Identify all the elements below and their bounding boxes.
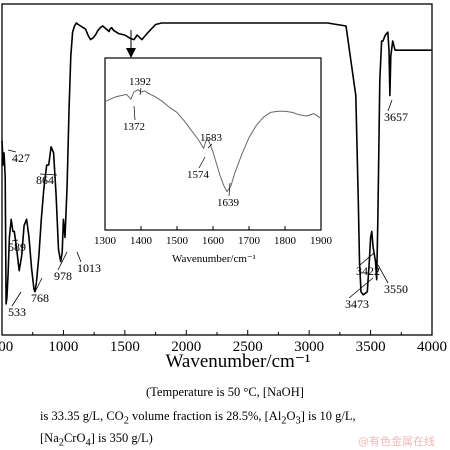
inset-annotation-leader	[139, 87, 142, 96]
annotation-leader	[34, 277, 43, 293]
annotation-label: 589	[8, 240, 26, 254]
annotation-leader	[11, 239, 19, 242]
caption-line-3: [Na2CrO4] is 350 g/L)	[40, 432, 153, 449]
caption-line-1: (Temperature is 50 °C, [NaOH]	[146, 385, 304, 399]
annotation-leader	[39, 173, 58, 176]
caption-line-2: is 33.35 g/L, CO2 volume fraction is 28.…	[40, 410, 356, 427]
inset-annotation-leader	[228, 182, 231, 197]
x-tick-label: 3000	[294, 339, 324, 355]
subscript: 2	[123, 415, 129, 427]
inset-x-tick-label: 1600	[202, 235, 225, 247]
annotation-label: 864	[36, 173, 54, 187]
subscript: 2	[281, 415, 287, 427]
annotation-label: 3550	[384, 282, 408, 296]
caption-text: is 33.35 g/L, CO	[40, 409, 124, 423]
inset-x-tick-label: 1700	[238, 235, 261, 247]
x-tick-label: 500	[0, 339, 13, 355]
x-tick-label: 1000	[48, 339, 78, 355]
inset-axes: 1300 1400 1500 1600 1700 1800 1900	[94, 57, 333, 247]
inset-x-tick-label: 1900	[310, 235, 333, 247]
inset-annotation-leader	[207, 143, 213, 149]
caption-text: O	[286, 409, 296, 423]
x-tick-label: 4000	[417, 339, 447, 355]
inset-annotation-label: 1639	[217, 197, 240, 209]
annotation-label: 978	[54, 269, 72, 283]
inset-annotation-label: 1392	[129, 76, 151, 88]
inset-frame	[104, 57, 322, 231]
annotation-leader	[387, 99, 393, 112]
inset-annotation-label: 1583	[200, 132, 223, 144]
x-tick-label: 2000	[171, 339, 201, 355]
x-axis-label: Wavenumber/cm⁻¹	[165, 351, 310, 372]
x-tick-label: 3500	[356, 339, 386, 355]
main-plot	[1, 22, 432, 305]
caption-text: ] is 10 g/L,	[300, 409, 356, 423]
inset-annotation-label: 1574	[187, 169, 210, 181]
annotation-label: 3422	[356, 264, 380, 278]
annotation-leader	[359, 252, 375, 266]
annotation-leader	[377, 264, 389, 284]
caption-text: ] is 350 g/L)	[90, 431, 153, 445]
annotation-label: 768	[31, 291, 49, 305]
annotation-label: 427	[12, 151, 30, 165]
subscript: 3	[295, 415, 301, 427]
subscript: 2	[58, 437, 64, 449]
caption-text: CrO	[63, 431, 86, 445]
inset-x-tick-label: 1400	[130, 235, 153, 247]
inset-annotation-leader	[133, 105, 136, 121]
subscript: 4	[85, 437, 91, 449]
main-annotations: 427 864 589 768 978 1013 533 3422 3473 3550 3657	[7, 30, 408, 319]
annotation-leader	[7, 149, 17, 153]
x-tick-label: 1500	[110, 339, 140, 355]
inset-spectrum-line	[104, 89, 322, 193]
inset-x-tick-label: 1800	[274, 235, 297, 247]
arrow-head	[126, 48, 136, 58]
inset-plot	[104, 89, 322, 193]
inset-x-tick-label: 1500	[166, 235, 189, 247]
annotation-leader	[76, 251, 82, 263]
annotation-label: 3657	[384, 110, 408, 124]
annotation-label: 533	[8, 305, 26, 319]
caption-text: volume fraction is 28.5%, [Al	[128, 409, 282, 423]
annotation-label: 1013	[77, 261, 101, 275]
annotation-leader	[348, 277, 374, 299]
inset-x-tick-label: 1300	[94, 235, 117, 247]
annotation-leader	[57, 251, 68, 271]
caption-text: [Na	[40, 431, 59, 445]
inset-annotation-label: 1372	[123, 121, 145, 133]
main-axes: 500 1000 1500 2000 2500 3000 3500 4000	[0, 3, 447, 355]
inset-annotation-leader	[198, 156, 206, 169]
x-tick-label: 2500	[233, 339, 263, 355]
inset-annotations: 1392 1372 1583 1574 1639	[123, 76, 240, 209]
annotation-label: 3473	[345, 297, 369, 311]
inset-x-axis-label: Wavenumber/cm⁻¹	[172, 253, 256, 265]
watermark: @有色金属在线	[358, 435, 435, 448]
annotation-leader	[11, 291, 22, 307]
spectrum-line	[1, 22, 432, 305]
